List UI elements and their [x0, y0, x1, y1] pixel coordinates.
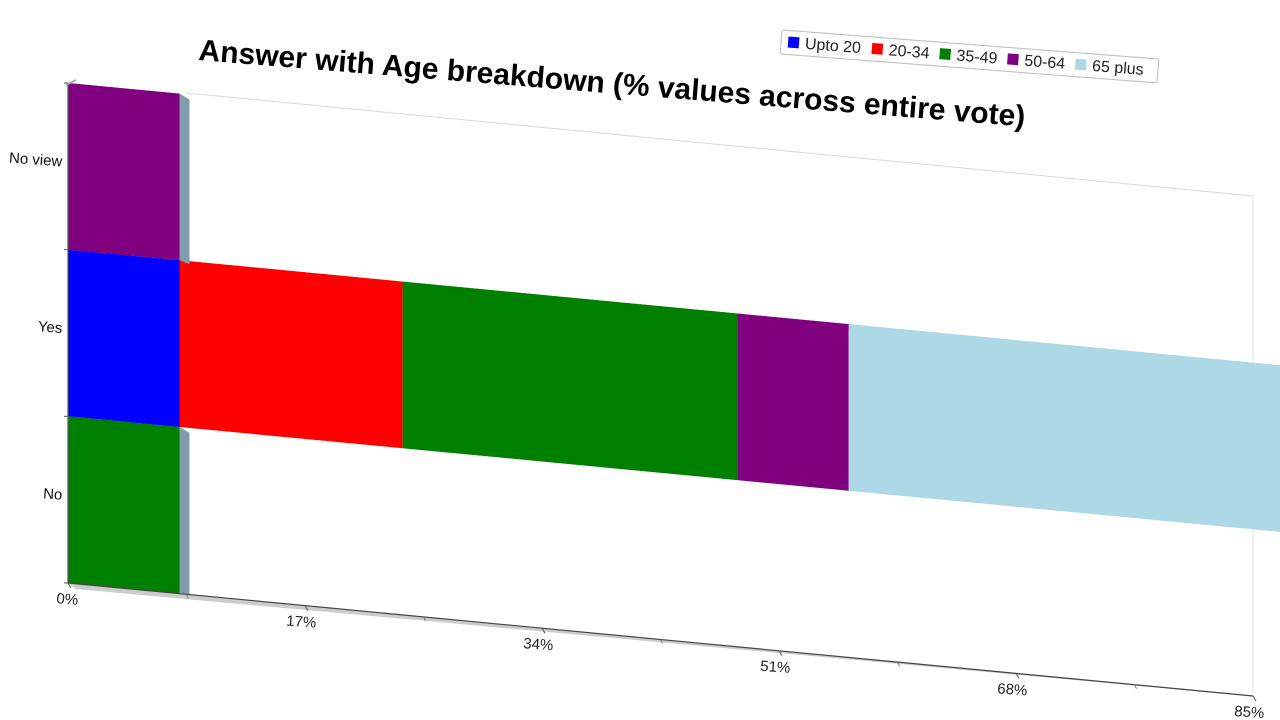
x-minor-tick: [897, 661, 900, 667]
legend-label-35-49: 35-49: [956, 47, 998, 67]
x-tick-label: 17%: [286, 613, 317, 632]
x-minor-tick: [186, 594, 189, 599]
bar-stack-area: [68, 83, 1280, 598]
legend-label-65-plus: 65 plus: [1091, 58, 1144, 79]
bar-yes-65-plus: [848, 324, 1280, 532]
bar-yes-20-34: [179, 260, 403, 449]
legend-label-upto-20: Upto 20: [804, 36, 861, 57]
x-tick-label: 68%: [997, 680, 1028, 699]
x-tick-label: 34%: [523, 635, 554, 654]
axis-labels: No Yes No view 0% 17% 34% 51% 68% 85%: [8, 150, 1264, 720]
x-tick: [1252, 695, 1257, 702]
bar-side-no: [179, 427, 190, 598]
y-axis-depth: [65, 79, 77, 86]
y-tick-label-no-view: No view: [8, 150, 63, 171]
legend-swatch-50-64: [1007, 53, 1019, 66]
legend-swatch-20-34: [871, 42, 884, 55]
bar-side-no-view: [179, 93, 190, 265]
x-tick-label: 85%: [1234, 703, 1265, 720]
axes: [64, 79, 1261, 702]
x-tick: [304, 605, 309, 611]
bar-yes-35-49: [402, 281, 738, 481]
bar-no-view-50-64: [68, 83, 180, 261]
x-tick: [541, 627, 546, 634]
x-tick-label: 0%: [56, 590, 79, 608]
legend-label-20-34: 20-34: [888, 42, 930, 62]
legend: Upto 20 20-34 35-49 50-64 65 plus: [779, 29, 1160, 84]
plot-top-edge: [185, 92, 1254, 197]
x-tick: [778, 650, 783, 657]
y-tick-label-no: No: [43, 485, 63, 503]
legend-box: Upto 20 20-34 35-49 50-64 65 plus: [779, 29, 1160, 84]
x-tick: [67, 582, 72, 589]
bar-yes-50-64: [737, 313, 849, 491]
bar-no-35-49: [68, 416, 180, 594]
x-minor-tick: [660, 639, 663, 644]
legend-swatch-35-49: [939, 48, 952, 60]
bar-yes-upto-20: [68, 249, 180, 427]
y-tick-label-yes: Yes: [37, 318, 63, 337]
legend-label-50-64: 50-64: [1024, 53, 1066, 73]
legend-swatch-upto-20: [787, 36, 800, 49]
legend-swatch-65-plus: [1074, 58, 1087, 71]
x-minor-tick: [423, 616, 426, 622]
x-tick: [1015, 673, 1020, 679]
x-minor-tick: [1134, 684, 1137, 689]
x-tick-label: 51%: [760, 658, 791, 677]
